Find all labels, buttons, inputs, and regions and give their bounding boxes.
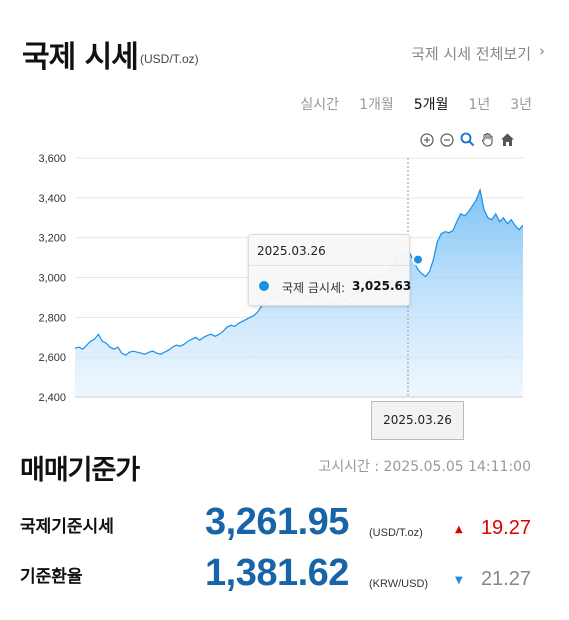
row-unit-intl: (USD/T.oz) — [369, 527, 423, 539]
tooltip-divider — [249, 265, 409, 266]
tab-period-3[interactable]: 1년 — [468, 97, 491, 113]
period-tabs: 실시간 1개월 5개월 1년 3년 — [280, 94, 532, 114]
pan-hand-icon[interactable] — [480, 132, 494, 147]
notice-time: 고시시간 : 2025.05.05 14:11:00 — [318, 459, 531, 475]
y-tick-label: 3,000 — [38, 273, 66, 285]
y-tick-label: 3,200 — [38, 233, 66, 245]
home-icon[interactable] — [500, 132, 514, 146]
section-title: 매매기준가 — [20, 455, 140, 486]
y-tick-label: 3,600 — [38, 153, 66, 165]
chart-tooltip: 2025.03.26 국제 금시세: 3,025.63 — [248, 234, 412, 306]
view-all-link[interactable]: 국제 시세 전체보기 — [411, 45, 531, 63]
crosshair-date-label: 2025.03.26 — [371, 401, 464, 440]
tab-period-4[interactable]: 3년 — [510, 97, 532, 113]
tooltip-value: 3,025.63 — [352, 279, 412, 293]
zoom-out-icon[interactable] — [440, 132, 454, 147]
tooltip-series-name: 국제 금시세: — [282, 281, 346, 295]
tooltip-date: 2025.03.26 — [257, 244, 326, 258]
magnifier-icon[interactable] — [460, 132, 475, 147]
page-title: 국제 시세 — [22, 40, 139, 75]
y-tick-label: 3,400 — [38, 193, 66, 205]
chart-toolbar — [420, 132, 514, 147]
down-arrow-icon: ▼ — [455, 575, 463, 586]
tab-period-1[interactable]: 1개월 — [359, 97, 394, 113]
row-value-intl: 3,261.95 — [205, 501, 349, 543]
row-unit-fx: (KRW/USD) — [369, 578, 429, 590]
up-arrow-icon: ▲ — [455, 524, 463, 535]
highlight-point — [412, 253, 424, 266]
tab-period-0[interactable]: 실시간 — [300, 97, 340, 113]
series-marker-icon — [259, 281, 269, 291]
y-tick-label: 2,400 — [38, 392, 66, 404]
unit-label: (USD/T.oz) — [140, 52, 199, 66]
row-value-fx: 1,381.62 — [205, 552, 349, 594]
y-tick-label: 2,800 — [38, 312, 66, 324]
row-change-intl: 19.27 — [480, 517, 531, 539]
chevron-right-icon[interactable]: › — [539, 42, 545, 60]
row-change-fx: 21.27 — [480, 568, 531, 590]
row-label-fx: 기준환율 — [20, 567, 83, 587]
zoom-in-icon[interactable] — [420, 132, 434, 147]
row-label-intl: 국제기준시세 — [20, 517, 114, 537]
tab-period-2[interactable]: 5개월 — [413, 97, 449, 113]
y-tick-label: 2,600 — [38, 352, 66, 364]
